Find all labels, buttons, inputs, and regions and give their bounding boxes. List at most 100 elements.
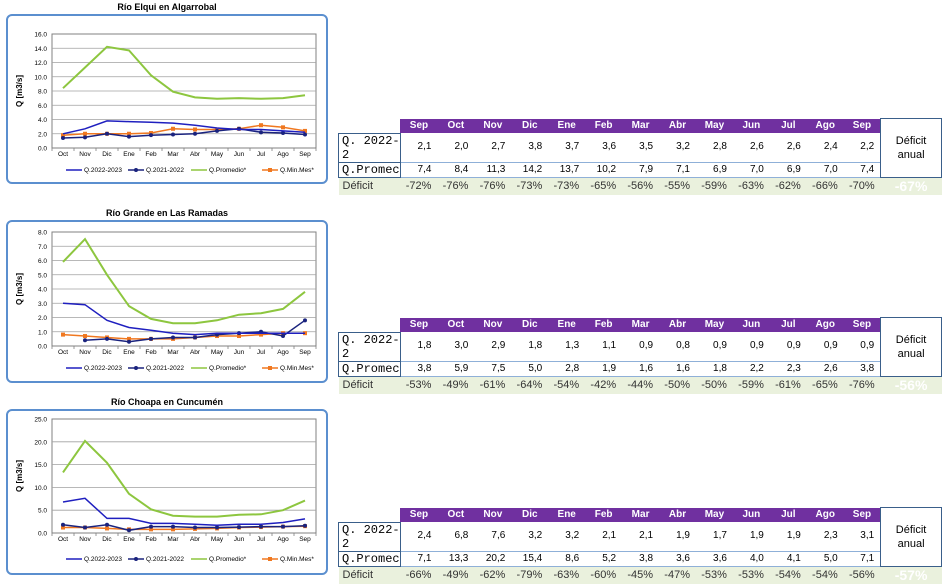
- header-blank: [338, 317, 401, 332]
- current-flow-cell: 3,0: [437, 332, 475, 362]
- chart-frame: 0.0 2.0 4.0 6.0 8.0 10.0 12.0 14.0 16.0 Oct Nov Dic…: [6, 14, 328, 184]
- x-tick-label: Feb: [145, 151, 157, 158]
- x-tick-label: Sep: [299, 349, 311, 356]
- data-point: [193, 335, 197, 340]
- average-flow-cell: 7,0: [806, 162, 844, 178]
- month-header: Abr: [659, 317, 696, 332]
- average-flow-cell: 11,3: [474, 162, 512, 178]
- x-tick-label: May: [211, 349, 224, 356]
- line-chart-grande: 0.0 1.0 2.0 3.0 4.0 5.0 6.0 7.0 8.0 Oct Nov Dic Ene F…: [15, 230, 317, 372]
- line-chart-choapa: 0.0 5.0 10.0 15.0 20.0 25.0 Oct Nov Dic Ene Feb Mar…: [15, 417, 317, 563]
- legend-marker: [134, 366, 138, 370]
- current-flow-cell: 1,9: [769, 522, 807, 552]
- data-point: [281, 524, 285, 529]
- average-flow-cell: 5,9: [437, 361, 475, 377]
- current-flow-cell: 2,6: [732, 133, 770, 163]
- data-point: [281, 334, 285, 339]
- annual-label-1: Déficit: [895, 134, 927, 147]
- average-flow-cell: 2,6: [806, 361, 844, 377]
- y-tick-label: 20.0: [34, 439, 47, 446]
- current-flow-cell: 0,8: [659, 332, 696, 362]
- current-flow-cell: 7,6: [474, 522, 512, 552]
- x-tick-label: Mar: [167, 349, 179, 356]
- deficit-cell: -66%: [806, 177, 844, 195]
- month-header: Mar: [622, 317, 660, 332]
- y-tick-label: 12.0: [34, 60, 47, 67]
- y-tick-label: 25.0: [34, 417, 47, 424]
- x-tick-label: Sep: [299, 536, 311, 543]
- current-flow-cell: 0,9: [806, 332, 844, 362]
- data-point: [193, 131, 197, 136]
- data-point: [281, 125, 285, 130]
- average-flow-cell: 15,4: [511, 551, 549, 567]
- legend-marker: [268, 168, 272, 172]
- average-flow-cell: 14,2: [511, 162, 549, 178]
- month-header: Mar: [622, 507, 660, 522]
- row-label-average: Q.Promec: [338, 550, 401, 567]
- deficit-cell: -50%: [659, 376, 696, 394]
- annual-deficit-header: Déficit anual: [880, 118, 942, 178]
- y-tick-label: 4.0: [38, 287, 47, 294]
- data-point: [83, 334, 87, 339]
- data-point: [303, 318, 307, 323]
- deficit-cell: -76%: [843, 376, 881, 394]
- y-tick-label: 0.0: [38, 146, 47, 153]
- x-tick-label: Abr: [190, 536, 201, 543]
- data-point: [61, 332, 65, 337]
- deficit-cell: -55%: [659, 177, 696, 195]
- average-flow-cell: 1,6: [659, 361, 696, 377]
- legend-label: Q.Promedio*: [209, 365, 247, 372]
- data-table-elqui: Sep Oct Nov Dic Ene Feb Mar Abr May Jun Jul Ago Sep D…: [338, 118, 942, 195]
- legend-label: Q.Promedio*: [209, 167, 247, 174]
- data-point: [193, 525, 197, 530]
- current-flow-cell: 3,1: [843, 522, 881, 552]
- row-label-current: Q. 2022-2: [338, 132, 401, 163]
- y-tick-label: 15.0: [34, 462, 47, 469]
- x-tick-label: Feb: [145, 349, 157, 356]
- x-tick-label: May: [211, 536, 224, 543]
- average-flow-cell: 10,2: [585, 162, 623, 178]
- data-point: [259, 130, 263, 135]
- row-label-current: Q. 2022-2: [338, 521, 401, 552]
- current-flow-cell: 0,9: [769, 332, 807, 362]
- current-flow-cell: 2,8: [695, 133, 733, 163]
- current-flow-cell: 1,7: [695, 522, 733, 552]
- y-tick-label: 3.0: [38, 301, 47, 308]
- data-point: [149, 527, 153, 532]
- average-flow-cell: 7,5: [474, 361, 512, 377]
- current-flow-cell: 1,3: [548, 332, 586, 362]
- x-tick-label: Nov: [79, 349, 91, 356]
- deficit-cell: -64%: [511, 376, 549, 394]
- y-axis-label: Q [m3/s]: [15, 75, 24, 107]
- data-point: [281, 131, 285, 136]
- current-flow-cell: 2,7: [474, 133, 512, 163]
- month-header: Ene: [548, 507, 586, 522]
- month-header: Oct: [437, 118, 475, 133]
- month-header: Sep: [843, 118, 881, 133]
- current-flow-cell: 2,1: [585, 522, 623, 552]
- average-flow-cell: 7,0: [732, 162, 770, 178]
- series-line: [62, 128, 306, 139]
- data-point: [83, 135, 87, 140]
- average-flow-cell: 8,4: [437, 162, 475, 178]
- x-tick-label: Ene: [123, 151, 135, 158]
- average-flow-cell: 2,2: [732, 361, 770, 377]
- deficit-cell: -63%: [732, 177, 770, 195]
- deficit-cell: -47%: [659, 566, 696, 584]
- average-flow-cell: 2,8: [548, 361, 586, 377]
- deficit-cell: -54%: [806, 566, 844, 584]
- month-header: Mar: [622, 118, 660, 133]
- data-point: [237, 334, 241, 339]
- deficit-cell: -63%: [548, 566, 586, 584]
- y-tick-label: 7.0: [38, 244, 47, 251]
- average-flow-cell: 8,6: [548, 551, 586, 567]
- month-header: Jun: [732, 317, 770, 332]
- chart-frame: 0.0 5.0 10.0 15.0 20.0 25.0 Oct Nov Dic Ene Feb Mar…: [6, 409, 328, 575]
- current-flow-cell: 3,2: [548, 522, 586, 552]
- y-tick-label: 5.0: [38, 508, 47, 515]
- row-label-deficit: Déficit: [338, 376, 401, 394]
- deficit-cell: -79%: [511, 566, 549, 584]
- data-point: [215, 525, 219, 530]
- current-flow-cell: 2,1: [400, 133, 438, 163]
- series-line: [62, 302, 305, 336]
